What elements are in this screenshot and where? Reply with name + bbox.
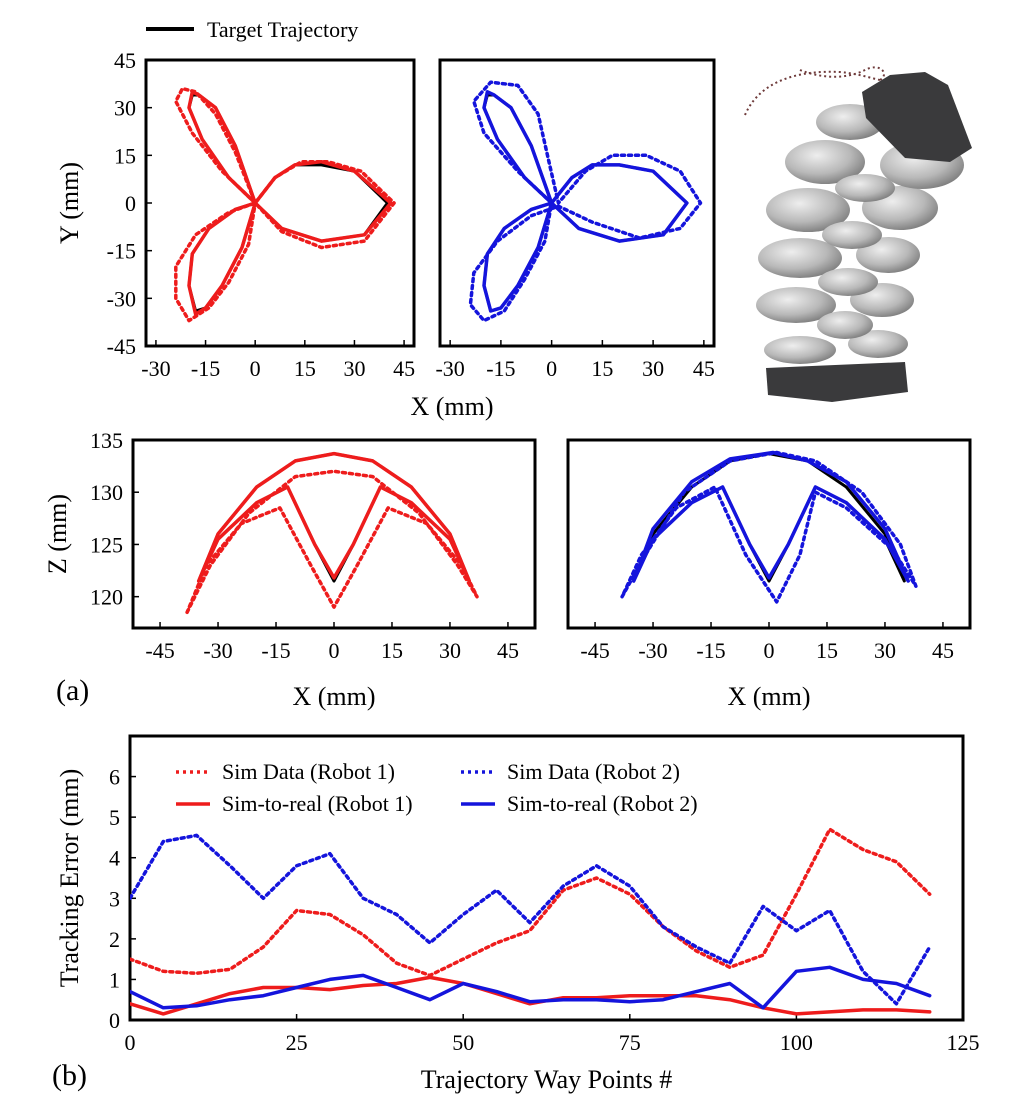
x-tick-label: 0 <box>250 356 261 381</box>
x-tick-label: -30 <box>141 356 170 381</box>
soft-robot-illustration <box>744 66 972 402</box>
y-tick-label: -30 <box>107 286 136 311</box>
legend-label: Sim-to-real (Robot 1) <box>222 791 413 816</box>
y-tick-label: 125 <box>90 532 123 557</box>
series-sim-to-real-robot-2- <box>631 450 910 583</box>
series-sim-data-robot-1- <box>130 827 932 978</box>
y-tick-label: 15 <box>114 143 136 168</box>
x-tick-label: 25 <box>286 1030 308 1055</box>
series-sim-to-real-robot-2- <box>130 965 932 1010</box>
series-sim-data-robot-2- <box>468 80 703 323</box>
series-sim-data-robot-1- <box>185 469 479 615</box>
axes-frame <box>438 58 716 348</box>
x-tick-label: 0 <box>764 638 775 663</box>
y-tick-label: 135 <box>90 428 123 453</box>
y-tick-label: 1 <box>109 967 120 992</box>
y-tick-label: 4 <box>109 846 120 871</box>
x-axis-label: X (mm) <box>292 682 375 711</box>
x-tick-label: -30 <box>435 356 464 381</box>
series-sim-data-robot-1- <box>174 86 396 323</box>
series-target-trajectory <box>482 93 689 313</box>
y-axis-label: Y (mm) <box>55 162 84 244</box>
x-tick-label: 45 <box>932 638 954 663</box>
legend-target-label: Target Trajectory <box>207 17 358 42</box>
panel-label-a: (a) <box>56 674 89 707</box>
x-tick-label: 45 <box>497 638 519 663</box>
legend-label: Sim Data (Robot 1) <box>222 759 395 784</box>
x-tick-label: 30 <box>439 638 461 663</box>
x-tick-label: 45 <box>393 356 415 381</box>
y-tick-label: 130 <box>90 480 123 505</box>
y-tick-label: 2 <box>109 927 120 952</box>
x-tick-label: -30 <box>203 638 232 663</box>
x-tick-label: 30 <box>343 356 365 381</box>
axes-frame <box>566 438 972 630</box>
x-tick-label: -15 <box>261 638 290 663</box>
series-sim-to-real-robot-1- <box>130 975 932 1016</box>
x-tick-label: -45 <box>145 638 174 663</box>
plot-area <box>185 451 479 615</box>
series-sim-to-real-robot-2- <box>482 90 689 313</box>
x-tick-label: 30 <box>874 638 896 663</box>
plot-area <box>130 827 932 1016</box>
x-tick-label: -45 <box>580 638 609 663</box>
y-tick-label: 30 <box>114 96 136 121</box>
legend-label: Sim-to-real (Robot 2) <box>507 791 698 816</box>
x-tick-label: -30 <box>638 638 667 663</box>
y-tick-label: -15 <box>107 239 136 264</box>
x-tick-label: 0 <box>546 356 557 381</box>
y-axis-label: Z (mm) <box>43 494 72 574</box>
series-sim-data-robot-2- <box>130 833 932 1006</box>
chart-xy2: -30 -15 0 15 30 45 X (mm) <box>410 58 716 421</box>
x-tick-label: -15 <box>696 638 725 663</box>
robot-base <box>766 362 908 402</box>
x-axis-label: X (mm) <box>727 682 810 711</box>
x-tick-label: 125 <box>947 1030 980 1055</box>
y-tick-label: -45 <box>107 334 136 359</box>
x-tick-label: -15 <box>191 356 220 381</box>
y-tick-label: 5 <box>109 805 120 830</box>
axes-frame <box>144 58 416 348</box>
chart-xz2: -45 -30 -15 0 15 30 45 X (mm) <box>566 438 972 711</box>
y-tick-label: 0 <box>125 191 136 216</box>
plot-area <box>468 80 703 323</box>
y-tick-label: 45 <box>114 48 136 73</box>
series-sim-to-real-robot-1- <box>187 90 393 316</box>
chart-err: 0 25 50 75 100 125 0 1 2 3 4 5 6 Tracking Error (mm) T… <box>55 734 980 1094</box>
y-axis-label: Tracking Error (mm) <box>55 769 84 988</box>
legend-label: Sim Data (Robot 2) <box>507 759 680 784</box>
x-tick-label: 15 <box>816 638 838 663</box>
axes-frame <box>128 734 965 1022</box>
x-tick-label: 75 <box>619 1030 641 1055</box>
y-tick-label: 6 <box>109 765 120 790</box>
plot-area <box>620 450 918 604</box>
x-tick-label: 45 <box>693 356 715 381</box>
chart-xz1: -45 -30 -15 0 15 30 45 135 130 125 120 Z (mm) X (mm) <box>43 428 537 711</box>
x-axis-label: X (mm) <box>410 392 493 421</box>
robot-end-cap <box>862 72 972 162</box>
series-target-trajectory <box>187 93 389 313</box>
x-axis-label: Trajectory Way Points # <box>421 1065 672 1094</box>
x-tick-label: 100 <box>780 1030 813 1055</box>
plot-area <box>174 86 396 323</box>
x-tick-label: 30 <box>642 356 664 381</box>
x-tick-label: 15 <box>381 638 403 663</box>
x-tick-label: 0 <box>125 1030 136 1055</box>
x-tick-label: 0 <box>329 638 340 663</box>
x-tick-label: 15 <box>591 356 613 381</box>
y-tick-label: 120 <box>90 585 123 610</box>
series-sim-to-real-robot-1- <box>196 451 472 583</box>
panel-label-b: (b) <box>52 1059 87 1092</box>
robot-trace-path <box>744 66 885 116</box>
x-tick-label: 50 <box>452 1030 474 1055</box>
x-tick-label: -15 <box>486 356 515 381</box>
y-tick-label: 3 <box>109 886 120 911</box>
y-tick-label: 0 <box>109 1008 120 1033</box>
x-tick-label: 15 <box>294 356 316 381</box>
